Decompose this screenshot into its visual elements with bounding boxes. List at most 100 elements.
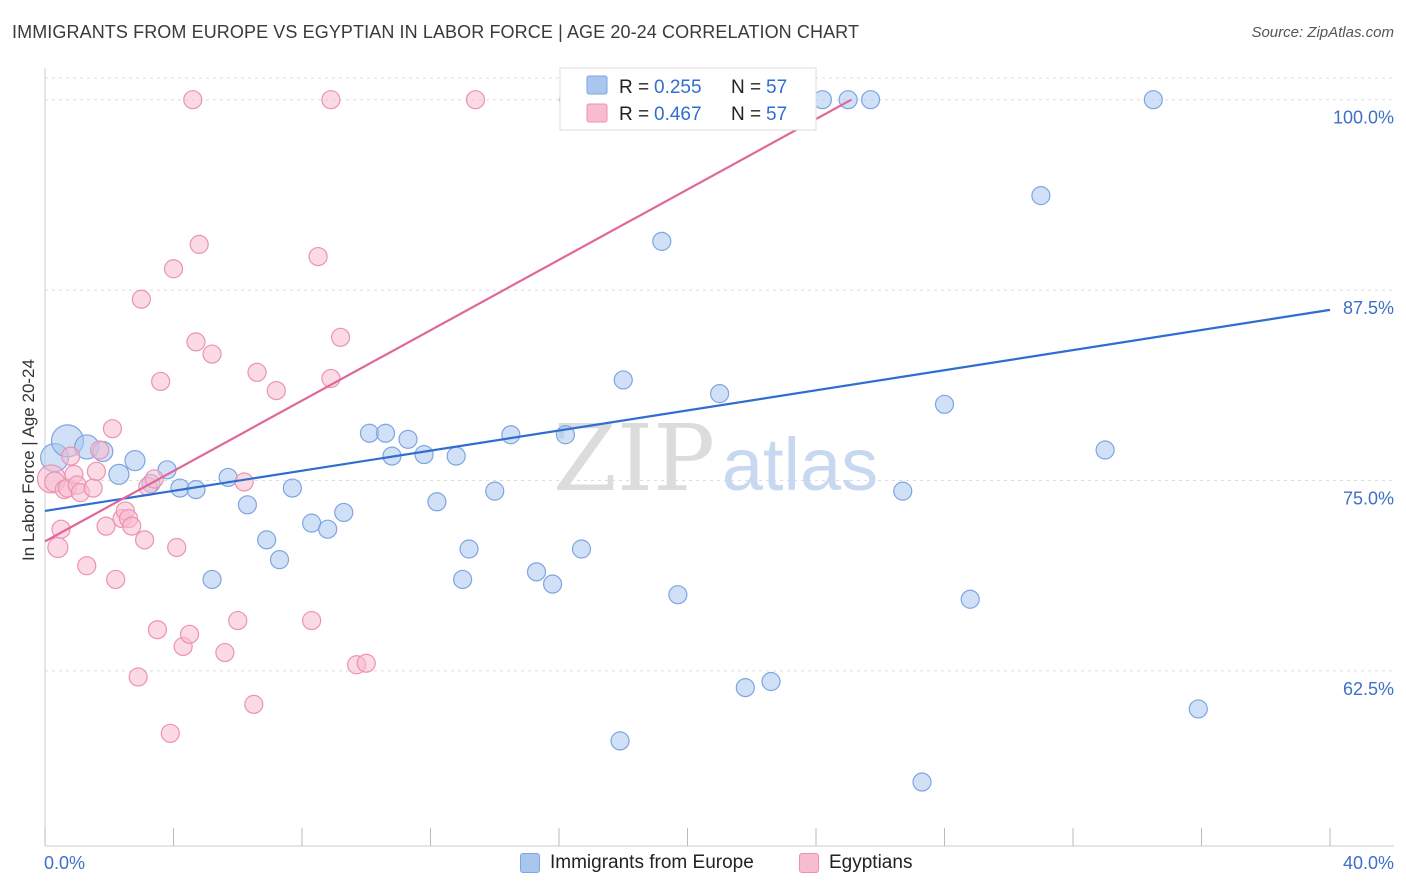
point-egyptians (179, 624, 200, 644)
bottom-legend-swatch-europe (520, 853, 540, 873)
point-europe (1188, 699, 1208, 719)
y-tick-label: 87.5% (1343, 298, 1394, 318)
point-egyptians (163, 259, 184, 279)
point-europe (446, 446, 466, 466)
point-egyptians (96, 516, 116, 536)
point-europe (934, 394, 955, 414)
legend-n-value-egyptians: 57 (766, 104, 787, 125)
point-europe (501, 425, 521, 445)
point-europe (257, 530, 277, 550)
bottom-legend-egyptians: Egyptians (799, 852, 912, 874)
bottom-legend-label-egyptians: Egyptians (829, 852, 913, 873)
point-egyptians (90, 440, 110, 460)
bottom-legend-europe: Immigrants from Europe (520, 852, 754, 874)
point-europe (427, 492, 447, 512)
point-egyptians (160, 723, 180, 743)
point-europe (668, 585, 688, 605)
point-egyptians (47, 536, 69, 559)
chart-title: IMMIGRANTS FROM EUROPE VS EGYPTIAN IN LA… (12, 22, 860, 42)
point-egyptians (189, 234, 209, 254)
point-europe (334, 502, 354, 523)
point-egyptians (83, 478, 103, 498)
point-europe (710, 384, 730, 404)
y-tick-labels: 100.0% 87.5% 75.0% 62.5% (1333, 108, 1394, 699)
point-egyptians (356, 653, 376, 673)
point-egyptians (51, 519, 71, 539)
point-europe (542, 574, 563, 594)
point-egyptians (302, 610, 322, 631)
legend-swatch-europe (586, 75, 608, 95)
bottom-legend-label-europe: Immigrants from Europe (550, 852, 754, 873)
legend-n-value-europe: 57 (766, 77, 787, 98)
point-egyptians (247, 362, 267, 382)
point-egyptians (77, 556, 97, 576)
trend-line-europe (44, 308, 1331, 513)
legend-n-label-europe: N = (731, 77, 761, 98)
point-europe (398, 429, 418, 449)
point-europe (202, 569, 222, 590)
point-europe (861, 90, 881, 110)
y-axis-title: In Labor Force | Age 20-24 (19, 359, 38, 561)
legend-r-label-europe: R = (619, 77, 649, 98)
watermark-zip: ZIP (553, 405, 715, 512)
point-egyptians (308, 246, 328, 267)
legend-swatch-egyptians (586, 103, 608, 123)
point-europe (1143, 90, 1163, 110)
point-egyptians (234, 472, 254, 492)
point-egyptians (61, 446, 81, 466)
point-europe (485, 481, 505, 501)
point-europe (302, 513, 322, 533)
watermark: ZIP atlas (553, 405, 878, 512)
bottom-legend-swatch-egyptians (799, 853, 819, 873)
point-europe (912, 772, 932, 792)
point-europe (318, 519, 338, 539)
point-egyptians (147, 620, 168, 640)
point-egyptians (106, 569, 126, 590)
point-egyptians (122, 516, 142, 536)
point-egyptians (134, 530, 155, 550)
point-europe (1095, 440, 1115, 460)
point-egyptians (86, 461, 107, 481)
point-europe (735, 677, 755, 698)
point-europe (237, 495, 257, 515)
point-europe (526, 562, 547, 582)
point-egyptians (202, 344, 222, 364)
point-europe (613, 370, 633, 390)
point-egyptians (330, 327, 351, 347)
trend-lines (44, 98, 1331, 543)
legend-r-label-egyptians: R = (619, 104, 649, 125)
point-egyptians (183, 90, 203, 110)
point-egyptians (321, 90, 341, 110)
point-europe (375, 423, 396, 443)
trend-line-egyptians (44, 98, 852, 543)
point-egyptians (186, 332, 206, 352)
point-europe (414, 444, 434, 465)
source-credit: Source: ZipAtlas.com (1251, 24, 1394, 41)
point-egyptians (215, 642, 235, 663)
point-europe (960, 589, 980, 609)
point-egyptians (102, 419, 123, 439)
stats-legend: R = 0.255 N = 57 R = 0.467 N = 57 (559, 67, 817, 131)
point-egyptians (151, 371, 171, 392)
y-tick-label: 100.0% (1333, 108, 1394, 128)
point-europe (761, 671, 781, 692)
point-europe (124, 450, 146, 472)
point-egyptians (228, 610, 248, 631)
point-europe (571, 539, 592, 559)
point-europe (652, 231, 672, 251)
x-tick-label-min: 0.0% (44, 853, 85, 873)
point-europe (186, 480, 206, 500)
point-egyptians (244, 694, 264, 714)
point-europe (1031, 186, 1051, 206)
gridlines (45, 77, 1394, 672)
point-europe (108, 463, 130, 485)
point-egyptians (128, 667, 148, 687)
point-europe (459, 539, 479, 559)
point-europe (269, 550, 290, 570)
legend-n-label-egyptians: N = (731, 104, 761, 125)
axes (44, 68, 1394, 847)
y-tick-label: 62.5% (1343, 679, 1394, 699)
point-europe (453, 569, 473, 590)
point-egyptians (167, 537, 187, 558)
